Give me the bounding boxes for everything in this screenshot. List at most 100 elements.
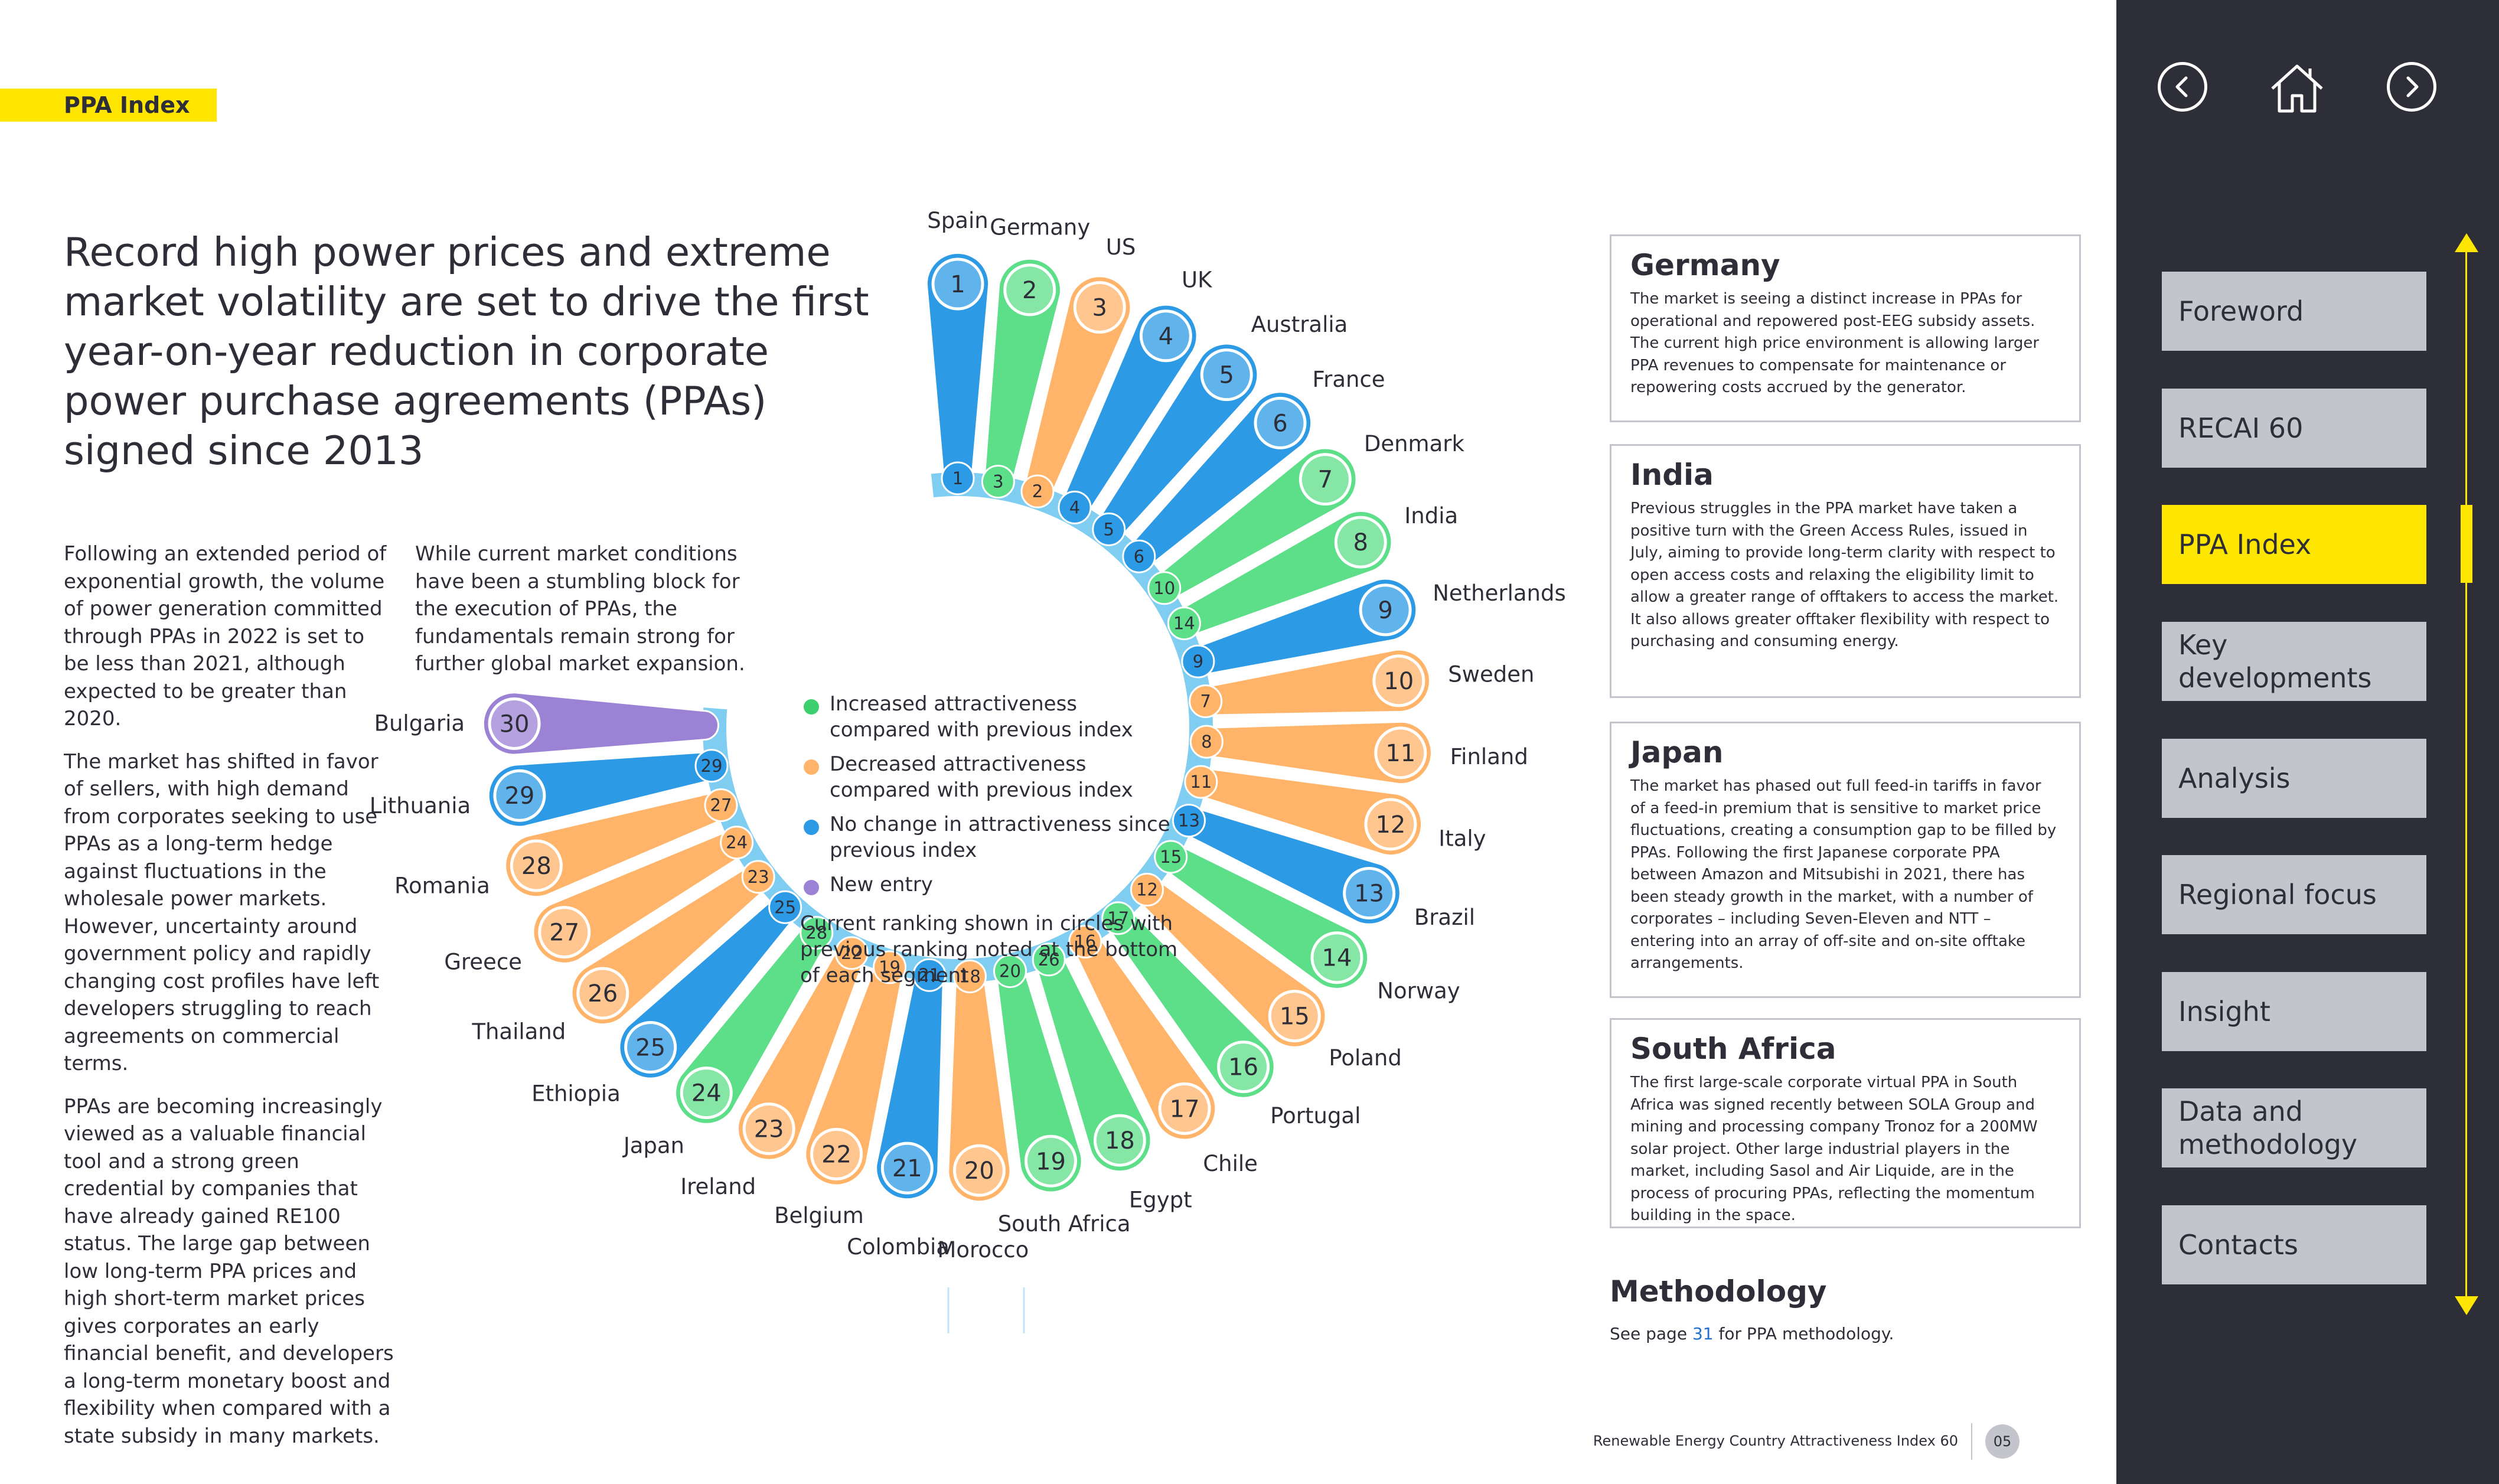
rank-number: 13	[1354, 880, 1384, 907]
rank-circle	[1364, 798, 1417, 851]
country-box-text: The market is seeing a distinct increase…	[1630, 290, 2040, 396]
previous-rank-number: 10	[1153, 578, 1175, 598]
previous-rank-circle	[1147, 571, 1182, 605]
country-label: Netherlands	[1433, 580, 1566, 606]
legend-dot-nochange	[804, 820, 819, 835]
legend-dot-new	[804, 880, 819, 895]
rank-number: 27	[549, 919, 579, 947]
previous-rank-number: 25	[774, 897, 796, 917]
chart-legend: Increased attractiveness compared with p…	[800, 691, 1184, 989]
scroll-track[interactable]	[2465, 248, 2467, 1299]
rank-circle	[576, 967, 629, 1020]
rank-number: 1	[950, 271, 965, 298]
previous-rank-circle	[1101, 901, 1136, 935]
methodology-page-link[interactable]: 31	[1692, 1324, 1714, 1343]
rank-circle	[1299, 453, 1352, 506]
methodology-text-before: See page	[1610, 1324, 1692, 1343]
previous-rank-number: 8	[1201, 732, 1212, 752]
country-label: Ethiopia	[531, 1081, 621, 1106]
country-box-india: India Previous struggles in the PPA mark…	[1610, 444, 2081, 698]
previous-rank-number: 11	[1190, 772, 1212, 792]
methodology-title: Methodology	[1610, 1274, 1827, 1309]
menu-item-insight[interactable]: Insight	[2162, 972, 2426, 1051]
rank-number: 11	[1385, 740, 1415, 767]
previous-rank-circle	[741, 860, 775, 894]
section-tag: PPA Index	[0, 89, 217, 122]
previous-rank-circle	[1184, 765, 1218, 799]
previous-rank-number: 13	[1178, 811, 1200, 831]
previous-rank-number: 4	[1069, 497, 1080, 517]
menu-item-analysis[interactable]: Analysis	[2162, 739, 2426, 818]
intro-column-2: While current market conditions have bee…	[415, 540, 775, 693]
rank-circle	[1359, 583, 1412, 637]
country-label: France	[1313, 367, 1385, 392]
menu-item-regional-focus[interactable]: Regional focus	[2162, 855, 2426, 934]
previous-rank-circle	[1167, 606, 1201, 641]
previous-rank-number: 17	[1107, 908, 1129, 928]
country-label: Australia	[1251, 312, 1348, 337]
previous-rank-number: 9	[1193, 651, 1203, 671]
country-label: South Africa	[998, 1211, 1131, 1237]
previous-rank-circle	[1092, 512, 1126, 546]
rank-number: 8	[1353, 529, 1368, 556]
country-label: Japan	[622, 1133, 684, 1159]
rank-number: 18	[1105, 1127, 1135, 1154]
rank-circle	[680, 1066, 733, 1120]
country-box-title: South Africa	[1630, 1032, 1836, 1066]
menu-item-data-and-methodology[interactable]: Data and methodology	[2162, 1088, 2426, 1167]
country-box-text: The first large-scale corporate virtual …	[1630, 1074, 2038, 1224]
previous-rank-number: 2	[1032, 481, 1043, 501]
rank-circle	[1217, 1041, 1270, 1094]
country-label: Egypt	[1129, 1188, 1192, 1213]
intro-column-1: Following an extended period of exponent…	[64, 540, 394, 1465]
rank-number: 14	[1322, 945, 1352, 972]
back-button[interactable]	[2158, 62, 2207, 112]
menu-item-foreword[interactable]: Foreword	[2162, 272, 2426, 351]
rank-circle	[1093, 1114, 1146, 1167]
menu-item-contacts[interactable]: Contacts	[2162, 1205, 2426, 1284]
scroll-up-icon[interactable]	[2455, 233, 2478, 252]
paragraph: The market has shifted in favor of selle…	[64, 749, 380, 1076]
rank-number: 5	[1219, 362, 1234, 389]
scroll-down-icon[interactable]	[2455, 1296, 2478, 1315]
scroll-thumb[interactable]	[2461, 505, 2472, 583]
rank-number: 26	[588, 980, 618, 1007]
country-label: Lithuania	[370, 793, 471, 818]
previous-rank-circle	[1032, 942, 1066, 977]
previous-rank-number: 18	[959, 967, 981, 987]
legend-item-decreased: Decreased attractiveness compared with p…	[800, 751, 1184, 803]
previous-rank-number: 22	[841, 943, 863, 963]
country-label: Norway	[1377, 979, 1460, 1004]
previous-rank-number: 29	[701, 756, 723, 776]
page-headline: Record high power prices and extreme mar…	[64, 229, 869, 474]
legend-label: Increased attractiveness compared with p…	[830, 692, 1133, 742]
legend-label: Decreased attractiveness compared with p…	[830, 752, 1133, 802]
chevron-left-icon	[2175, 76, 2188, 97]
legend-label: New entry	[830, 873, 933, 896]
menu-item-ppa-index[interactable]: PPA Index	[2162, 505, 2426, 584]
menu-item-key-developments[interactable]: Key developments	[2162, 622, 2426, 701]
previous-rank-number: 27	[710, 795, 732, 815]
rank-circle	[742, 1102, 795, 1155]
rank-circle	[1334, 516, 1387, 569]
country-label: UK	[1182, 267, 1213, 292]
paragraph: PPAs are becoming increasingly viewed as…	[64, 1094, 394, 1448]
previous-rank-number: 19	[879, 957, 901, 977]
rank-circle	[1073, 281, 1126, 334]
previous-rank-circle	[694, 749, 729, 783]
previous-rank-number: 28	[805, 923, 827, 943]
home-button[interactable]	[2268, 59, 2327, 118]
country-box-text: Previous struggles in the PPA market hav…	[1630, 500, 2059, 650]
forward-button[interactable]	[2387, 62, 2436, 112]
previous-rank-circle	[1122, 539, 1156, 573]
rank-number: 10	[1384, 668, 1414, 695]
country-label: Brazil	[1414, 905, 1475, 930]
previous-rank-number: 15	[1160, 847, 1182, 867]
previous-rank-circle	[1189, 725, 1224, 759]
country-label: Romania	[394, 873, 490, 899]
previous-rank-number: 12	[1136, 880, 1158, 900]
previous-rank-circle	[941, 461, 975, 495]
country-label: US	[1106, 234, 1136, 260]
menu-item-recai-60[interactable]: RECAI 60	[2162, 389, 2426, 468]
country-box-title: Germany	[1630, 248, 1780, 282]
